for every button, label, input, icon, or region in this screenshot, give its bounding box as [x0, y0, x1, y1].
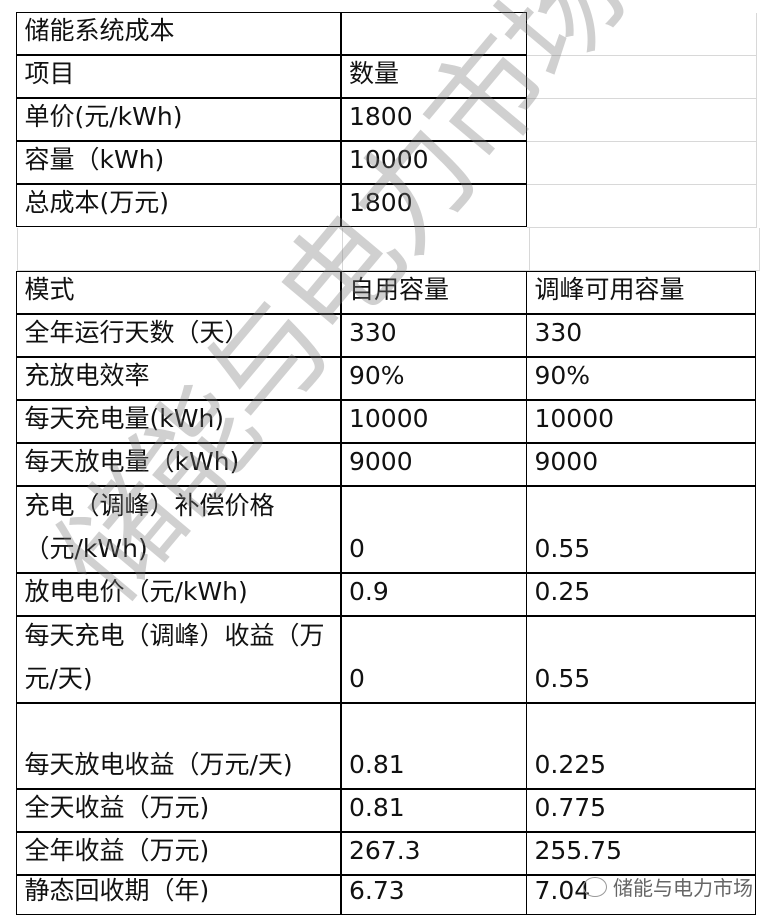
cell[interactable]: 调峰可用容量 — [525, 270, 756, 314]
cost-title-row: 储能系统成本 — [15, 11, 757, 56]
table-row: 全天收益（万元) 0.81 0.775 — [15, 788, 756, 833]
cell[interactable] — [340, 11, 527, 55]
cell[interactable]: 0.55 — [525, 615, 756, 703]
mode-header-row: 模式 自用容量 调峰可用容量 — [15, 270, 756, 315]
table-row: 总成本(万元) 1800 — [15, 183, 757, 228]
cell[interactable]: 0 — [340, 615, 527, 703]
cell[interactable]: 数量 — [340, 54, 527, 98]
table-row: 容量（kWh) 10000 — [15, 140, 757, 185]
cell[interactable]: 项目 — [15, 54, 342, 98]
cell[interactable]: 全天收益（万元) — [15, 788, 342, 832]
table-row: 每天放电收益（万元/天) 0.81 0.225 — [15, 702, 756, 790]
cell[interactable]: 0 — [340, 485, 527, 573]
table-row: 充放电效率 90% 90% — [15, 356, 756, 401]
blank-row — [17, 228, 760, 271]
cell[interactable]: 267.3 — [340, 831, 527, 875]
table-row: 单价(元/kWh) 1800 — [15, 97, 757, 142]
cell[interactable] — [527, 142, 757, 185]
wechat-icon — [583, 876, 607, 897]
cell[interactable]: 每天放电量（kWh) — [15, 442, 342, 486]
table-row: 放电电价（元/kWh) 0.9 0.25 — [15, 572, 756, 617]
cell[interactable]: 1800 — [340, 97, 527, 141]
source-badge: 储能与电力市场 — [583, 872, 753, 901]
cell[interactable] — [527, 185, 757, 228]
cell[interactable] — [343, 228, 530, 271]
table-row: 充电（调峰）补偿价格（元/kWh) 0 0.55 — [15, 485, 756, 574]
cell[interactable]: 单价(元/kWh) — [15, 97, 342, 141]
table-row: 静态回收期（年) 6.73 7.04 — [15, 874, 756, 916]
source-label: 储能与电力市场 — [613, 876, 753, 900]
table-row: 每天充电量(kWh) 10000 10000 — [15, 399, 756, 444]
cell[interactable]: 10000 — [525, 399, 756, 443]
cell[interactable]: 255.75 — [525, 831, 756, 875]
cell[interactable]: 0.9 — [340, 572, 527, 616]
cell[interactable]: 9000 — [340, 442, 527, 486]
cell[interactable]: 0.55 — [525, 485, 756, 573]
table-row: 全年收益（万元) 267.3 255.75 — [15, 831, 756, 876]
cell[interactable]: 每天放电收益（万元/天) — [15, 702, 342, 789]
cell[interactable]: 6.73 — [340, 874, 527, 915]
table-row: 每天充电（调峰）收益（万元/天) 0 0.55 — [15, 615, 756, 704]
cell[interactable]: 充放电效率 — [15, 356, 342, 400]
cell[interactable]: 充电（调峰）补偿价格（元/kWh) — [15, 485, 342, 573]
cell[interactable] — [527, 99, 757, 142]
table-row: 全年运行天数（天） 330 330 — [15, 313, 756, 358]
cell[interactable]: 0.25 — [525, 572, 756, 616]
cell[interactable]: 总成本(万元) — [15, 183, 342, 227]
cell[interactable]: 7.04 — [525, 874, 756, 915]
cell[interactable]: 10000 — [340, 399, 527, 443]
cell[interactable]: 静态回收期（年) — [15, 874, 342, 915]
cell[interactable]: 90% — [340, 356, 527, 400]
cell[interactable]: 0.81 — [340, 702, 527, 789]
cell[interactable]: 储能系统成本 — [15, 11, 342, 55]
cell[interactable]: 容量（kWh) — [15, 140, 342, 184]
cell[interactable]: 1800 — [340, 183, 527, 227]
cell[interactable] — [527, 13, 757, 56]
cell[interactable]: 90% — [525, 356, 756, 400]
cell[interactable] — [17, 228, 343, 271]
cell[interactable]: 9000 — [525, 442, 756, 486]
cell[interactable]: 放电电价（元/kWh) — [15, 572, 342, 616]
cell[interactable]: 0.775 — [525, 788, 756, 832]
cell[interactable] — [530, 228, 760, 271]
cell[interactable]: 330 — [340, 313, 527, 357]
cell[interactable]: 全年收益（万元) — [15, 831, 342, 875]
cell[interactable]: 0.225 — [525, 702, 756, 789]
cell[interactable]: 每天充电（调峰）收益（万元/天) — [15, 615, 342, 703]
cell[interactable]: 自用容量 — [340, 270, 527, 314]
cell[interactable]: 模式 — [15, 270, 342, 314]
cell[interactable] — [527, 56, 757, 99]
table-row: 每天放电量（kWh) 9000 9000 — [15, 442, 756, 487]
cell[interactable]: 10000 — [340, 140, 527, 184]
cost-header-row: 项目 数量 — [15, 54, 757, 99]
cell[interactable]: 0.81 — [340, 788, 527, 832]
cell[interactable]: 330 — [525, 313, 756, 357]
cell[interactable]: 全年运行天数（天） — [15, 313, 342, 357]
cell[interactable]: 每天充电量(kWh) — [15, 399, 342, 443]
